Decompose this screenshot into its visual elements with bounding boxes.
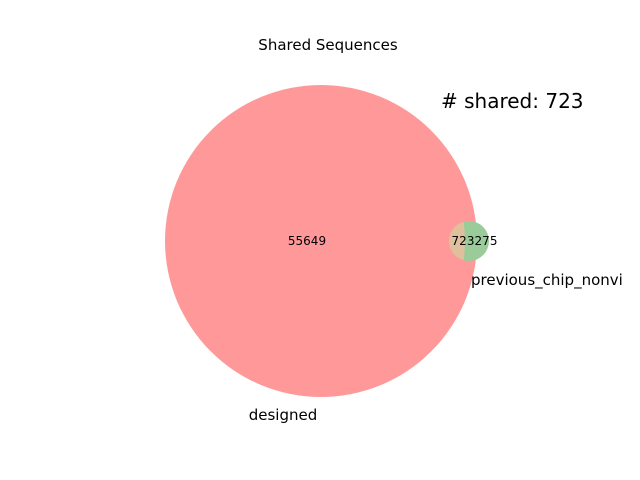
chart-title: Shared Sequences bbox=[258, 36, 398, 54]
designed-set-label: designed bbox=[249, 406, 318, 424]
shared-count-annotation: # shared: 723 bbox=[441, 89, 584, 113]
designed-set-circle bbox=[165, 85, 477, 397]
shared-overlap-region bbox=[448, 221, 465, 261]
previous-chip-set-label: previous_chip_nonvi bbox=[471, 271, 623, 290]
previous-only-count: 275 bbox=[475, 234, 498, 248]
shared-count: 723 bbox=[452, 234, 475, 248]
designed-only-count: 55649 bbox=[288, 234, 326, 248]
